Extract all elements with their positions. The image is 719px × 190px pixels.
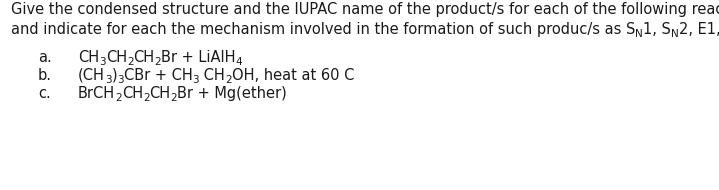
Text: 3: 3	[105, 75, 111, 85]
Text: Give the condensed structure and the IUPAC name of the product/s for each of the: Give the condensed structure and the IUP…	[11, 2, 719, 17]
Text: CH: CH	[199, 68, 225, 83]
Text: 2: 2	[115, 93, 122, 103]
Text: CH: CH	[134, 50, 155, 65]
Text: 3: 3	[193, 75, 199, 85]
Text: CH: CH	[150, 86, 170, 101]
Text: BrCH: BrCH	[78, 86, 115, 101]
Text: (CH: (CH	[78, 68, 105, 83]
Text: OH, heat at 60 C: OH, heat at 60 C	[232, 68, 354, 83]
Text: a.: a.	[38, 50, 52, 65]
Text: 2: 2	[143, 93, 150, 103]
Text: 2: 2	[155, 57, 161, 67]
Text: 2: 2	[127, 57, 134, 67]
Text: 2, E1, E2: 2, E1, E2	[679, 22, 719, 37]
Text: 2: 2	[170, 93, 178, 103]
Text: Br + LiAlH: Br + LiAlH	[161, 50, 236, 65]
Text: c.: c.	[38, 86, 51, 101]
Text: CBr + CH: CBr + CH	[124, 68, 193, 83]
Text: Br + Mg(ether): Br + Mg(ether)	[178, 86, 287, 101]
Text: ): )	[111, 68, 117, 83]
Text: 3: 3	[117, 75, 124, 85]
Text: N: N	[671, 29, 679, 39]
Text: 1, S: 1, S	[643, 22, 671, 37]
Text: 4: 4	[236, 57, 242, 67]
Text: N: N	[636, 29, 643, 39]
Text: CH: CH	[122, 86, 143, 101]
Text: CH: CH	[106, 50, 127, 65]
Text: CH: CH	[78, 50, 99, 65]
Text: 2: 2	[225, 75, 232, 85]
Text: b.: b.	[38, 68, 52, 83]
Text: and indicate for each the mechanism involved in the formation of such produc/s a: and indicate for each the mechanism invo…	[11, 22, 636, 37]
Text: 3: 3	[99, 57, 106, 67]
